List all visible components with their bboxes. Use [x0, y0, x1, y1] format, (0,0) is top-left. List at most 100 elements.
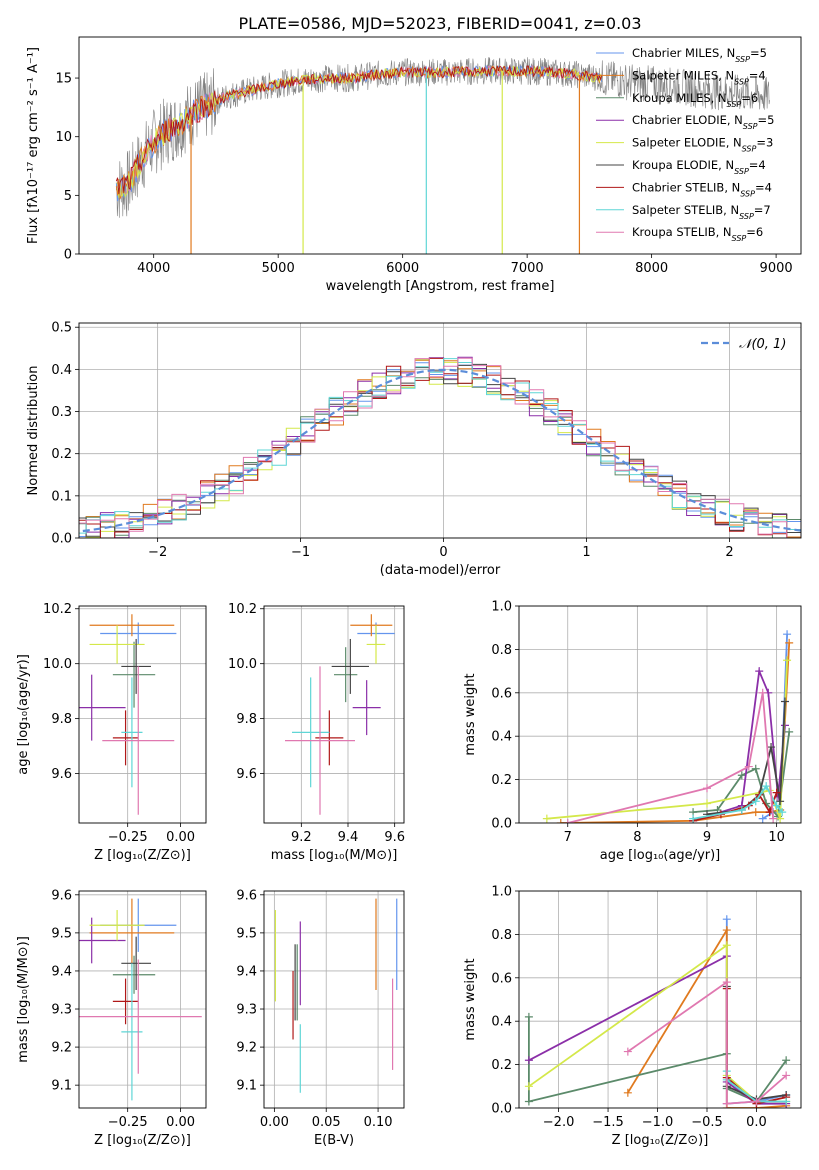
weight-marker [524, 1056, 533, 1065]
x-tick-label: 9 [703, 830, 711, 845]
x-tick-label: 7000 [511, 261, 544, 276]
weight-marker [778, 808, 787, 817]
y-tick-label: 10.0 [43, 657, 72, 672]
weight-marker [785, 638, 794, 647]
y-tick-label: 9.1 [236, 1079, 257, 1094]
y-tick-label: 9.4 [51, 964, 72, 979]
weight-marker [722, 941, 731, 950]
y-tick-label: 0.2 [491, 773, 512, 788]
weight-marker [737, 771, 746, 780]
x-tick-label: 8 [633, 830, 641, 845]
x-tick-label: −2 [148, 545, 167, 560]
y-tick-label: 10 [55, 130, 72, 145]
legend-entry: Kroupa ELODIE, NSSP=4 [632, 158, 766, 176]
x-tick-label: 0.00 [166, 1115, 195, 1130]
x-tick-label: −0.25 [108, 1115, 148, 1130]
y-axis-label: age [log₁₀(age/yr)] [16, 654, 31, 775]
x-tick-label: −1.5 [592, 1115, 624, 1130]
x-axis-label: (data-model)/error [380, 563, 501, 578]
plot-area [79, 606, 206, 823]
weight-marker [782, 1056, 791, 1065]
axes-frame [263, 890, 405, 1109]
weight-marker [776, 797, 785, 806]
legend-entry: Salpeter STELIB, NSSP=7 [632, 203, 771, 221]
x-tick-label: −0.5 [691, 1115, 723, 1130]
y-tick-label: 0.0 [491, 817, 512, 832]
y-tick-label: 10.0 [228, 657, 257, 672]
x-tick-label: 9.2 [291, 830, 312, 845]
weight-line-5 [706, 701, 786, 816]
y-tick-label: 0 [64, 248, 72, 263]
weight-marker [780, 697, 789, 706]
y-tick-label: 9.1 [51, 1079, 72, 1094]
weight-marker [751, 764, 760, 773]
y-tick-label: 9.3 [236, 1003, 257, 1018]
weight-marker [722, 926, 731, 935]
y-tick-label: 9.5 [236, 926, 257, 941]
x-tick-label: 2 [725, 545, 733, 560]
x-tick-label: 9000 [760, 261, 793, 276]
model-spectrum-line [115, 64, 603, 195]
weight-marker [772, 788, 781, 797]
axes-frame [78, 322, 802, 539]
y-tick-label: 0.5 [51, 321, 72, 336]
weight-line-3 [692, 667, 786, 822]
x-tick-label: 0.00 [166, 830, 195, 845]
x-tick-label: 0.00 [260, 1115, 289, 1130]
model-spectrum-line [116, 64, 603, 198]
x-axis-label: Z [log₁₀(Z/Z⊙)] [94, 1133, 191, 1148]
weight-marker [782, 1097, 791, 1106]
weight-marker [737, 805, 746, 814]
x-tick-label: −2.0 [543, 1115, 575, 1130]
y-tick-label: 9.8 [236, 712, 257, 727]
y-tick-label: 0.4 [51, 363, 72, 378]
y-tick-label: 9.4 [236, 964, 257, 979]
model-spectrum-line [115, 65, 603, 201]
weight-marker [767, 743, 776, 752]
legend-entry: Salpeter MILES, NSSP=4 [632, 68, 766, 86]
weight-marker [769, 814, 778, 823]
weight-marker [751, 808, 760, 817]
y-tick-label: 0.6 [491, 971, 512, 986]
y-tick-label: 9.6 [236, 767, 257, 782]
weight-marker [783, 630, 792, 639]
x-tick-label: −1 [291, 545, 310, 560]
panel-residuals: −2 −1 0 1 2 0.0 0.1 0.2 0.3 0.4 0.5 𝒩(0, 1) (data-mo… [26, 321, 802, 578]
weight-marker [751, 797, 760, 806]
y-axis-label: mass weight [463, 958, 478, 1040]
weight-marker [722, 1099, 731, 1108]
weight-marker [524, 1097, 533, 1106]
weight-line-7 [692, 784, 783, 820]
panel-age-vs-Z: −0.25 0.00 9.6 9.8 10.0 10.2 Z [log₁₀(Z/Z⊙)] ag… [16, 602, 207, 863]
panel-spectrum: 4000 5000 6000 7000 8000 9000 0 5 10 15 Chabrier M… [26, 36, 802, 294]
weight-line-1 [627, 926, 787, 1108]
y-tick-label: 10.2 [228, 602, 257, 617]
model-spectrum-line [115, 64, 603, 202]
weight-marker [556, 819, 565, 823]
y-tick-label: 15 [55, 72, 72, 87]
y-tick-label: 9.8 [51, 712, 72, 727]
legend-entry: Chabrier ELODIE, NSSP=5 [632, 113, 774, 131]
plot-area [264, 606, 404, 823]
panel-weight-vs-age: 7 8 9 10 0.0 0.2 0.4 0.6 0.8 1.0 age [log₁₀(age/yr… [463, 600, 802, 863]
plot-area [79, 323, 801, 538]
axes-frame [263, 605, 405, 824]
y-tick-label: 9.6 [51, 767, 72, 782]
x-axis-label: mass [log₁₀(M/M⊙)] [271, 848, 398, 863]
y-tick-label: 0.1 [51, 489, 72, 504]
weight-marker [703, 799, 711, 808]
x-axis-label: Z [log₁₀(Z/Z⊙)] [94, 848, 191, 863]
y-axis-label: Normed distribution [26, 366, 41, 496]
weight-marker [782, 1071, 791, 1080]
plot-area [519, 891, 801, 1108]
x-tick-label: 7 [564, 830, 572, 845]
plot-area [264, 891, 404, 1108]
weight-marker [722, 978, 731, 987]
weight-marker [542, 814, 551, 823]
legend-entry: Chabrier STELIB, NSSP=4 [632, 180, 772, 198]
axes-frame [78, 36, 802, 255]
axes-frame [518, 605, 802, 824]
y-tick-label: 9.6 [51, 888, 72, 903]
x-tick-label: 0.05 [312, 1115, 341, 1130]
y-tick-label: 0.2 [51, 447, 72, 462]
